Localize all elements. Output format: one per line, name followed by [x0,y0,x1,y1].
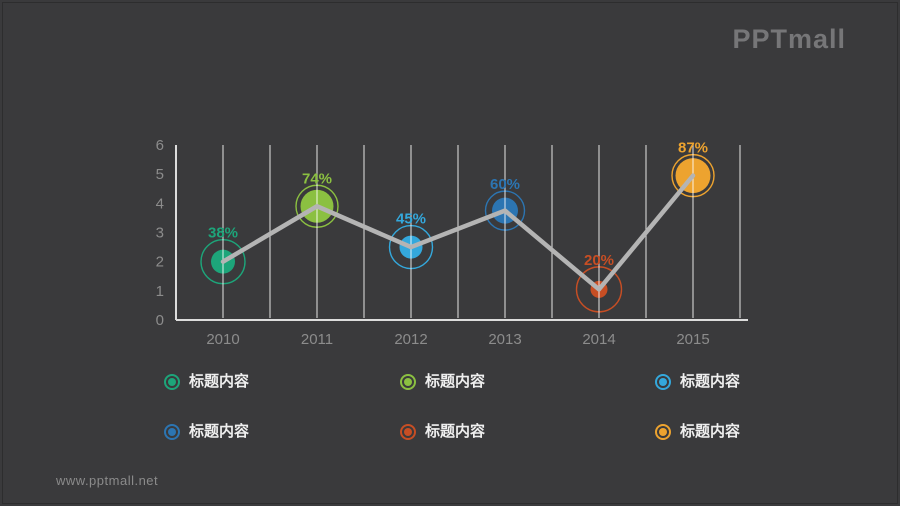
legend-label: 标题内容 [189,373,250,390]
legend-dot-green [400,374,416,390]
legend-item: 标题内容 [164,373,249,391]
x-tick-label: 2013 [488,331,521,348]
data-point-label: 38% [208,225,238,242]
legend-dot-blue [164,424,180,440]
legend-label: 标题内容 [189,423,250,440]
legend-dot-orange [400,424,416,440]
x-tick-label: 2012 [394,331,427,348]
x-tick-label: 2015 [676,331,709,348]
y-tick-label: 1 [156,283,164,300]
legend-label: 标题内容 [680,373,741,390]
y-tick-label: 2 [156,254,164,271]
legend-dot-amber [655,424,671,440]
x-tick-label: 2011 [301,331,333,348]
y-tick-label: 5 [156,166,164,183]
data-point-label: 60% [490,176,520,193]
data-point-label: 20% [584,252,614,269]
legend-item: 标题内容 [400,373,485,391]
series-line [220,173,696,292]
legend-item: 标题内容 [400,423,485,441]
y-tick-label: 3 [156,225,164,242]
axes-layer [175,145,748,321]
legend-label: 标题内容 [425,373,486,390]
legend-dot-teal [164,374,180,390]
legend-item: 标题内容 [164,423,249,441]
y-tick-label: 4 [156,195,164,212]
y-tick-label: 0 [156,312,164,329]
tick-labels-layer: 0 1 2 3 4 5 6 2010 2011 2012 2013 2014 2015 [156,137,710,348]
pptmall-logo: PPTmall [732,24,846,54]
data-point-label: 87% [678,140,708,157]
y-tick-label: 6 [156,137,164,154]
legend-item: 标题内容 [655,423,740,441]
x-tick-label: 2014 [582,331,615,348]
legend-label: 标题内容 [425,423,486,440]
legend-item: 标题内容 [655,373,740,391]
watermark-url: www.pptmall.net [56,473,159,488]
legend-dot-cyan [655,374,671,390]
x-tick-label: 2010 [206,331,239,348]
data-point-label: 74% [302,170,332,187]
data-point-label: 45% [396,211,426,228]
gridlines-layer [222,145,741,318]
legend-label: 标题内容 [680,423,741,440]
